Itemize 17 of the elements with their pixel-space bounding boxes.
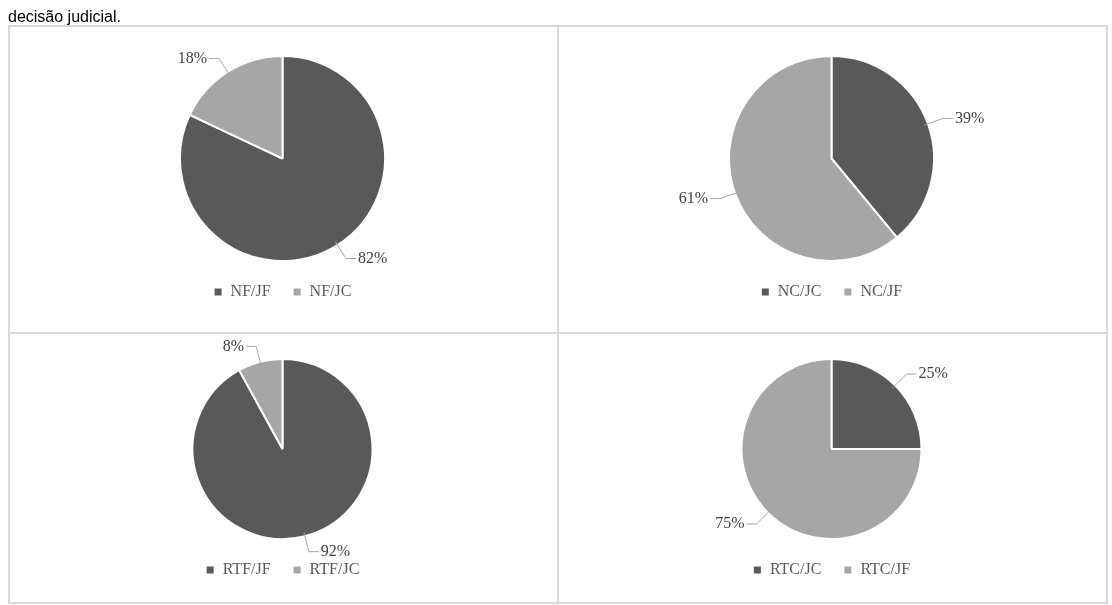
legend-label: RTC/JF: [860, 560, 911, 578]
data-label: 75%: [715, 514, 745, 532]
text: decisão judicial.: [8, 8, 122, 26]
legend-label: RTF/JF: [222, 560, 271, 578]
data-label: 25%: [918, 364, 948, 382]
legend-label: NF/JF: [230, 282, 271, 300]
legend-label: NC/JF: [860, 282, 903, 300]
data-label: 61%: [678, 188, 709, 206]
legend-label: RTF/JC: [309, 560, 360, 578]
legend-label: NF/JC: [309, 282, 352, 300]
data-label: 39%: [954, 108, 985, 126]
data-label: 18%: [177, 48, 207, 66]
legend-label: RTC/JC: [769, 560, 822, 578]
legend-label: NC/JC: [777, 282, 822, 300]
data-label: 92%: [320, 541, 351, 559]
data-label: 8%: [222, 336, 245, 354]
data-label: 82%: [358, 248, 388, 266]
